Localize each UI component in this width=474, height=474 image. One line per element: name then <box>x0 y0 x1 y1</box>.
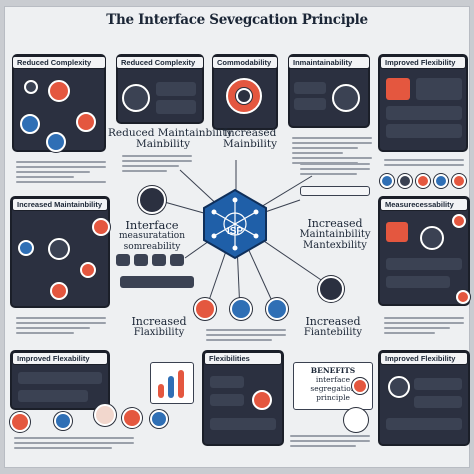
gauge-card <box>416 78 462 100</box>
page-title: The Interface Sevegcation Principle <box>106 12 368 28</box>
bar-mark <box>168 376 174 398</box>
text-lines <box>16 158 106 186</box>
bar-mark <box>158 384 164 398</box>
cloud-icon <box>80 262 96 278</box>
data-card <box>386 258 462 270</box>
text-lines <box>206 326 286 344</box>
data-card <box>156 100 196 114</box>
text-lines <box>16 314 106 337</box>
chart-icon <box>344 408 368 432</box>
data-card <box>210 394 244 406</box>
data-card <box>386 276 450 288</box>
hub-label: ISP <box>226 226 244 237</box>
text-lines <box>290 432 370 450</box>
interface-text: Interface measuratation somreability <box>118 218 185 252</box>
refresh-icon <box>388 376 410 398</box>
panel-label: Flexibilities <box>204 352 282 365</box>
reduced-maintainability-text: Reduced Maintainbility Mainbility <box>108 127 233 150</box>
check-icon <box>122 408 142 428</box>
panel-label: Inmaintainability <box>288 56 370 69</box>
data-card <box>414 378 462 390</box>
text-lines <box>14 434 134 452</box>
increased-flexibility-text: Increased Flaxibility <box>131 315 187 338</box>
settings-icon <box>138 186 166 214</box>
chart-icon <box>24 80 38 94</box>
panel-label: Measurecessability <box>380 198 468 211</box>
badge-icon <box>434 174 448 188</box>
gear-icon <box>20 114 40 134</box>
chip-row <box>300 186 370 196</box>
share-icon <box>150 410 168 428</box>
hub-small-icon <box>48 238 70 260</box>
panel-label: Improved Flexibility <box>380 352 468 365</box>
server-icon <box>50 282 68 300</box>
chip <box>134 254 148 266</box>
panel-label: Improved Flexability <box>12 352 108 365</box>
cube-icon <box>76 112 96 132</box>
shield-icon <box>48 80 70 102</box>
database-icon <box>230 298 252 320</box>
badge-icon <box>452 174 466 188</box>
chat-icon <box>54 412 72 430</box>
chip <box>170 254 184 266</box>
data-card <box>294 82 326 94</box>
info-bar <box>120 276 194 288</box>
analytics-icon <box>122 84 150 112</box>
badge-icon <box>398 174 412 188</box>
user-icon <box>94 404 116 426</box>
increased-fiantebility-text: Increased Fiantebility <box>303 315 363 338</box>
panel-label: Commodability <box>212 56 278 69</box>
panel-label: Reduced Complexity <box>116 56 204 69</box>
bar-mark <box>178 370 184 398</box>
text-lines <box>384 314 464 337</box>
support-icon <box>318 276 344 302</box>
api-icon <box>266 298 288 320</box>
chip <box>152 254 166 266</box>
panel-measurecessability <box>378 196 470 306</box>
alert-icon <box>352 378 368 394</box>
panel-label: Reduced Complexity <box>12 56 106 69</box>
benefits-box: BENEFITS interface segregation principle <box>293 362 373 410</box>
data-card <box>294 98 326 110</box>
data-card <box>156 82 196 96</box>
badge-icon <box>252 390 272 410</box>
increased-maintainability-right-text: Increased Maintainbility Mantexbility <box>299 217 371 251</box>
data-card <box>414 396 462 408</box>
data-card <box>210 418 276 430</box>
chip <box>116 254 130 266</box>
text-lines <box>300 160 370 178</box>
data-card <box>386 418 462 430</box>
data-card <box>386 106 462 120</box>
badge-icon <box>416 174 430 188</box>
bar-chart <box>386 78 410 100</box>
window-card <box>386 222 408 242</box>
alert-icon <box>452 214 466 228</box>
user-icon <box>92 218 110 236</box>
data-card <box>210 376 244 388</box>
data-card <box>18 390 88 402</box>
text-lines <box>384 156 464 169</box>
badge-icon <box>380 174 394 188</box>
isp-hub <box>203 188 267 260</box>
gauge-icon <box>420 226 444 250</box>
network-icon <box>46 132 66 152</box>
panel-label: Increased Maintainbility <box>12 198 108 211</box>
text-lines <box>122 152 192 175</box>
alert-icon <box>456 290 470 304</box>
refresh-icon <box>332 84 360 112</box>
mail-icon <box>10 412 30 432</box>
code-icon <box>194 298 216 320</box>
panel-label: Improved Flexibility <box>380 56 466 69</box>
target-center-icon <box>236 88 252 104</box>
data-card <box>386 124 462 138</box>
lock-icon <box>18 240 34 256</box>
increased-maintainability-text: Increased Mainbility <box>222 127 278 150</box>
data-card <box>18 372 102 384</box>
